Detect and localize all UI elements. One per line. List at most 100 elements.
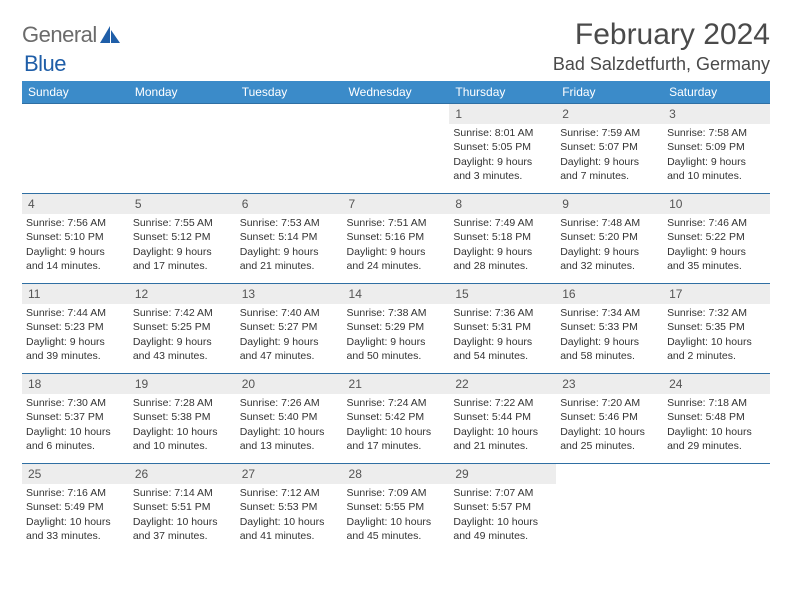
sunset-text: Sunset: 5:09 PM — [667, 140, 766, 154]
calendar-day-cell: 17Sunrise: 7:32 AMSunset: 5:35 PMDayligh… — [663, 284, 770, 374]
sunrise-text: Sunrise: 7:22 AM — [453, 396, 552, 410]
daylight-text: Daylight: 9 hours — [26, 245, 125, 259]
day-number: 24 — [663, 374, 770, 394]
daylight-text: and 14 minutes. — [26, 259, 125, 273]
day-number: 29 — [449, 464, 556, 484]
daylight-text: and 54 minutes. — [453, 349, 552, 363]
weekday-header: Wednesday — [343, 81, 450, 104]
day-number: 20 — [236, 374, 343, 394]
daylight-text: Daylight: 9 hours — [453, 155, 552, 169]
weekday-header: Sunday — [22, 81, 129, 104]
daylight-text: and 28 minutes. — [453, 259, 552, 273]
day-number: 22 — [449, 374, 556, 394]
sunset-text: Sunset: 5:55 PM — [347, 500, 446, 514]
sunrise-text: Sunrise: 7:48 AM — [560, 216, 659, 230]
sunrise-text: Sunrise: 7:18 AM — [667, 396, 766, 410]
daylight-text: Daylight: 9 hours — [26, 335, 125, 349]
calendar-day-cell: 6Sunrise: 7:53 AMSunset: 5:14 PMDaylight… — [236, 194, 343, 284]
sunrise-text: Sunrise: 7:58 AM — [667, 126, 766, 140]
sunrise-text: Sunrise: 7:24 AM — [347, 396, 446, 410]
sunset-text: Sunset: 5:10 PM — [26, 230, 125, 244]
sunrise-text: Sunrise: 7:46 AM — [667, 216, 766, 230]
sunrise-text: Sunrise: 8:01 AM — [453, 126, 552, 140]
sunset-text: Sunset: 5:40 PM — [240, 410, 339, 424]
day-number: 9 — [556, 194, 663, 214]
daylight-text: Daylight: 9 hours — [347, 245, 446, 259]
day-number: 5 — [129, 194, 236, 214]
day-number: 26 — [129, 464, 236, 484]
sunrise-text: Sunrise: 7:51 AM — [347, 216, 446, 230]
sunset-text: Sunset: 5:49 PM — [26, 500, 125, 514]
sunset-text: Sunset: 5:57 PM — [453, 500, 552, 514]
calendar-body: 1Sunrise: 8:01 AMSunset: 5:05 PMDaylight… — [22, 104, 770, 554]
sunset-text: Sunset: 5:27 PM — [240, 320, 339, 334]
sunset-text: Sunset: 5:46 PM — [560, 410, 659, 424]
day-number: 11 — [22, 284, 129, 304]
sunset-text: Sunset: 5:42 PM — [347, 410, 446, 424]
sunset-text: Sunset: 5:16 PM — [347, 230, 446, 244]
sunset-text: Sunset: 5:35 PM — [667, 320, 766, 334]
daylight-text: Daylight: 10 hours — [453, 515, 552, 529]
daylight-text: Daylight: 9 hours — [453, 335, 552, 349]
sunrise-text: Sunrise: 7:38 AM — [347, 306, 446, 320]
calendar-day-cell: 7 Sunrise: 7:51 AMSunset: 5:16 PMDaylight… — [343, 194, 450, 284]
daylight-text: and 47 minutes. — [240, 349, 339, 363]
daylight-text: Daylight: 10 hours — [240, 515, 339, 529]
daylight-text: Daylight: 10 hours — [133, 425, 232, 439]
month-title: February 2024 — [553, 18, 770, 52]
daylight-text: Daylight: 9 hours — [667, 155, 766, 169]
daylight-text: Daylight: 10 hours — [667, 335, 766, 349]
sunset-text: Sunset: 5:12 PM — [133, 230, 232, 244]
daylight-text: and 35 minutes. — [667, 259, 766, 273]
daylight-text: and 17 minutes. — [133, 259, 232, 273]
day-number: 21 — [343, 374, 450, 394]
day-number: 7 — [343, 194, 450, 214]
daylight-text: and 58 minutes. — [560, 349, 659, 363]
sunset-text: Sunset: 5:51 PM — [133, 500, 232, 514]
daylight-text: and 10 minutes. — [667, 169, 766, 183]
daylight-text: Daylight: 9 hours — [347, 335, 446, 349]
daylight-text: Daylight: 9 hours — [560, 245, 659, 259]
day-number: 25 — [22, 464, 129, 484]
daylight-text: and 25 minutes. — [560, 439, 659, 453]
sunset-text: Sunset: 5:37 PM — [26, 410, 125, 424]
day-number: 3 — [663, 104, 770, 124]
calendar-header-row: SundayMondayTuesdayWednesdayThursdayFrid… — [22, 81, 770, 104]
sunrise-text: Sunrise: 7:07 AM — [453, 486, 552, 500]
day-number: 15 — [449, 284, 556, 304]
day-number: 18 — [22, 374, 129, 394]
day-number: 23 — [556, 374, 663, 394]
sunrise-text: Sunrise: 7:42 AM — [133, 306, 232, 320]
sunset-text: Sunset: 5:18 PM — [453, 230, 552, 244]
sail-icon — [99, 25, 121, 45]
daylight-text: and 21 minutes. — [453, 439, 552, 453]
calendar-day-cell: 27Sunrise: 7:12 AMSunset: 5:53 PMDayligh… — [236, 464, 343, 554]
calendar-week-row: 1Sunrise: 8:01 AMSunset: 5:05 PMDaylight… — [22, 104, 770, 194]
calendar-empty-cell — [663, 464, 770, 554]
daylight-text: and 45 minutes. — [347, 529, 446, 543]
calendar-empty-cell — [556, 464, 663, 554]
sunrise-text: Sunrise: 7:53 AM — [240, 216, 339, 230]
sunset-text: Sunset: 5:29 PM — [347, 320, 446, 334]
day-number: 17 — [663, 284, 770, 304]
day-number: 4 — [22, 194, 129, 214]
calendar-day-cell: 23Sunrise: 7:20 AMSunset: 5:46 PMDayligh… — [556, 374, 663, 464]
sunrise-text: Sunrise: 7:44 AM — [26, 306, 125, 320]
daylight-text: and 3 minutes. — [453, 169, 552, 183]
day-number: 6 — [236, 194, 343, 214]
sunset-text: Sunset: 5:48 PM — [667, 410, 766, 424]
day-number: 12 — [129, 284, 236, 304]
day-number: 1 — [449, 104, 556, 124]
daylight-text: and 29 minutes. — [667, 439, 766, 453]
daylight-text: and 17 minutes. — [347, 439, 446, 453]
calendar-day-cell: 25Sunrise: 7:16 AMSunset: 5:49 PMDayligh… — [22, 464, 129, 554]
daylight-text: and 39 minutes. — [26, 349, 125, 363]
sunset-text: Sunset: 5:44 PM — [453, 410, 552, 424]
daylight-text: Daylight: 10 hours — [133, 515, 232, 529]
day-number: 27 — [236, 464, 343, 484]
daylight-text: Daylight: 9 hours — [560, 335, 659, 349]
brand-word-2: Blue — [24, 51, 66, 76]
sunrise-text: Sunrise: 7:56 AM — [26, 216, 125, 230]
sunrise-text: Sunrise: 7:34 AM — [560, 306, 659, 320]
calendar-day-cell: 8Sunrise: 7:49 AMSunset: 5:18 PMDaylight… — [449, 194, 556, 284]
